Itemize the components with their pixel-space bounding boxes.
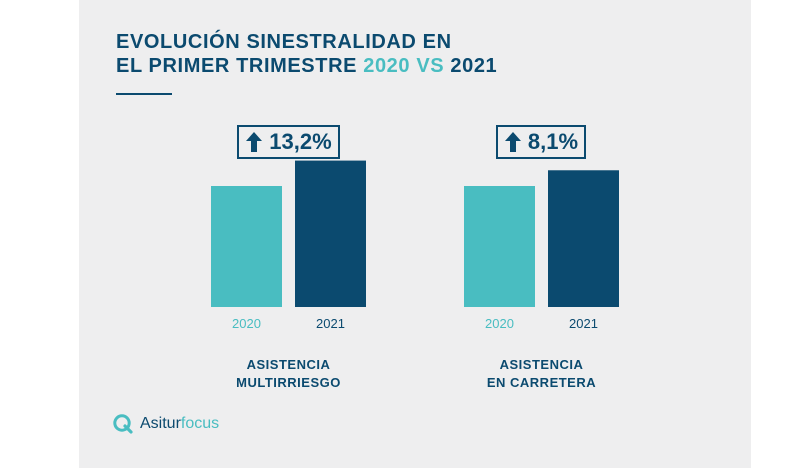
multirriesgo-bar-2020 bbox=[211, 186, 282, 307]
carretera-group-label: ASISTENCIA EN CARRETERA bbox=[454, 356, 629, 392]
chart-title: EVOLUCIÓN SINESTRALIDAD EN EL PRIMER TRI… bbox=[116, 30, 497, 78]
arrow-up-icon bbox=[246, 132, 263, 152]
title-underline bbox=[116, 93, 172, 95]
multirriesgo-bar-2021 bbox=[295, 160, 366, 307]
brand-name-accent: focus bbox=[180, 415, 220, 432]
title-vs: VS bbox=[416, 55, 445, 77]
carretera-tick-label-2020: 2020 bbox=[485, 316, 514, 331]
group-label-line: ASISTENCIA bbox=[499, 357, 584, 372]
multirriesgo-change-value: 13,2% bbox=[269, 129, 332, 154]
carretera-bar-2020 bbox=[464, 186, 535, 307]
brand-logo: Asiturfocus bbox=[113, 414, 219, 434]
brand-name: Asiturfocus bbox=[140, 415, 219, 433]
group-label-line: EN CARRETERA bbox=[486, 375, 597, 390]
multirriesgo-group-label: ASISTENCIA MULTIRRIESGO bbox=[201, 356, 376, 392]
multirriesgo-tick-label-2020: 2020 bbox=[232, 316, 261, 331]
group-label-line: ASISTENCIA bbox=[246, 357, 331, 372]
title-year-2020: 2020 bbox=[363, 55, 411, 77]
carretera-bar-2021 bbox=[548, 170, 619, 307]
chart-title-line-2: EL PRIMER TRIMESTRE 2020 VS 2021 bbox=[116, 54, 497, 78]
title-year-2021: 2021 bbox=[450, 55, 498, 77]
brand-name-main: Asitur bbox=[140, 415, 181, 432]
arrow-up-icon bbox=[504, 132, 521, 152]
carretera-change-badge: 8,1% bbox=[496, 125, 586, 159]
title-prefix: EL PRIMER TRIMESTRE bbox=[116, 55, 358, 77]
carretera-change-value: 8,1% bbox=[527, 129, 579, 154]
asitur-logo-icon bbox=[113, 414, 133, 434]
carretera-tick-label-2021: 2021 bbox=[569, 316, 598, 331]
multirriesgo-tick-label-2021: 2021 bbox=[316, 316, 345, 331]
chart-title-line-1: EVOLUCIÓN SINESTRALIDAD EN bbox=[116, 31, 452, 53]
group-label-line: MULTIRRIESGO bbox=[236, 375, 341, 390]
infographic-card bbox=[79, 0, 751, 468]
multirriesgo-change-badge: 13,2% bbox=[237, 125, 340, 159]
